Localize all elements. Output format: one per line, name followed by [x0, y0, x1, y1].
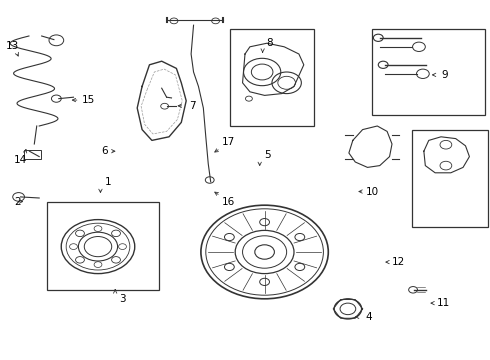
Text: 12: 12: [392, 257, 405, 267]
Text: 13: 13: [5, 41, 19, 51]
Text: 8: 8: [267, 38, 273, 48]
Bar: [412, 130, 488, 227]
Text: 14: 14: [14, 155, 27, 165]
Bar: [24, 150, 41, 159]
Bar: [372, 29, 485, 115]
Bar: [47, 202, 159, 290]
Text: 2: 2: [14, 197, 21, 207]
Text: 9: 9: [441, 70, 448, 80]
Text: 11: 11: [437, 298, 450, 308]
Text: 1: 1: [104, 177, 111, 187]
Text: 16: 16: [222, 197, 236, 207]
Text: 3: 3: [119, 294, 126, 304]
Text: 7: 7: [189, 101, 196, 111]
Text: 15: 15: [81, 95, 95, 105]
Text: 5: 5: [264, 150, 270, 160]
Bar: [230, 29, 314, 126]
Text: 10: 10: [366, 186, 379, 197]
Text: 17: 17: [222, 137, 236, 147]
Text: 4: 4: [366, 312, 372, 322]
Text: 6: 6: [101, 146, 108, 156]
